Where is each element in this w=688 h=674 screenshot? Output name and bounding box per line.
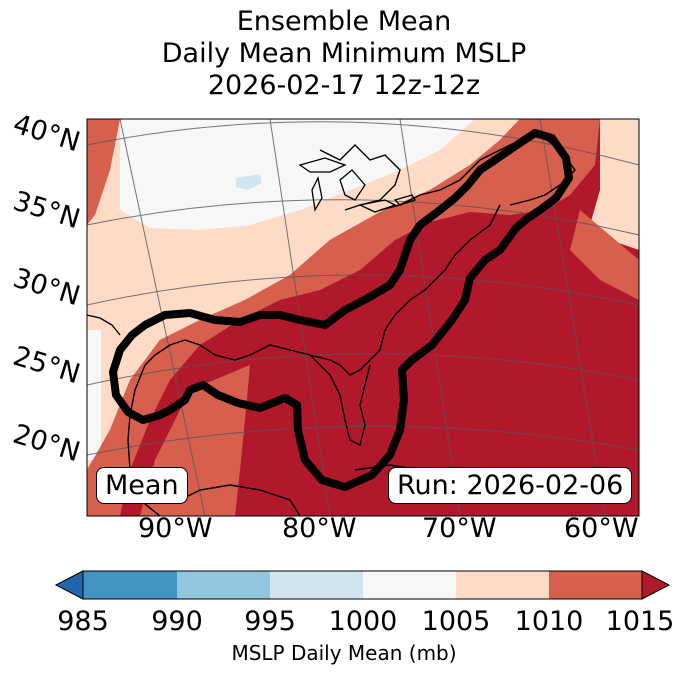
- field-995-1000: [236, 174, 262, 190]
- colorbar-segment-985: [83, 571, 177, 599]
- field-1010-1015-east: [87, 119, 600, 516]
- lon-label-90w: 90°W: [138, 513, 213, 544]
- colorbar-segment-995: [270, 571, 363, 599]
- colorbar-extend-high: [641, 570, 671, 600]
- colorbar-extend-low: [54, 570, 84, 600]
- field-1000-1005: [120, 119, 475, 230]
- field-1005-1010-east: [590, 119, 639, 250]
- colorbar-segment-1010: [549, 571, 642, 599]
- colorbar-tick-1010: 1010: [514, 606, 584, 637]
- colorbar-segment-1005: [456, 571, 549, 599]
- lon-label-80w: 80°W: [282, 513, 357, 544]
- field-1010-1015: [87, 119, 120, 225]
- colorbar-frame: [82, 570, 643, 600]
- title-line-2: Daily Mean Minimum MSLP: [161, 38, 527, 69]
- mslp-contour: [109, 129, 573, 491]
- colorbar-segment-1000: [363, 571, 456, 599]
- great-lakes: [298, 157, 416, 213]
- run-date-label: Run: 2026-02-06: [388, 467, 633, 504]
- colorbar-label: MSLP Daily Mean (mb): [231, 641, 457, 665]
- colorbar-segment-990: [177, 571, 270, 599]
- colorbar-svg: [54, 570, 671, 600]
- colorbar-tick-1015: 1015: [605, 606, 675, 637]
- field-1000-1005-west: [87, 330, 101, 460]
- field-1010-1015-east-2: [570, 210, 639, 300]
- colorbar-tick-985: 985: [57, 606, 109, 637]
- title-line-1: Ensemble Mean: [236, 6, 452, 37]
- colorbar-tick-1005: 1005: [421, 606, 491, 637]
- mean-label: Mean: [96, 467, 188, 504]
- lon-label-60w: 60°W: [564, 513, 639, 544]
- colorbar-tick-990: 990: [151, 606, 203, 637]
- colorbar-tick-1000: 1000: [328, 606, 398, 637]
- colorbar-tick-995: 995: [244, 606, 296, 637]
- graticule: [87, 119, 639, 516]
- map-frame: [86, 118, 640, 517]
- title-line-3: 2026-02-17 12z-12z: [207, 70, 481, 101]
- lon-label-70w: 70°W: [422, 513, 497, 544]
